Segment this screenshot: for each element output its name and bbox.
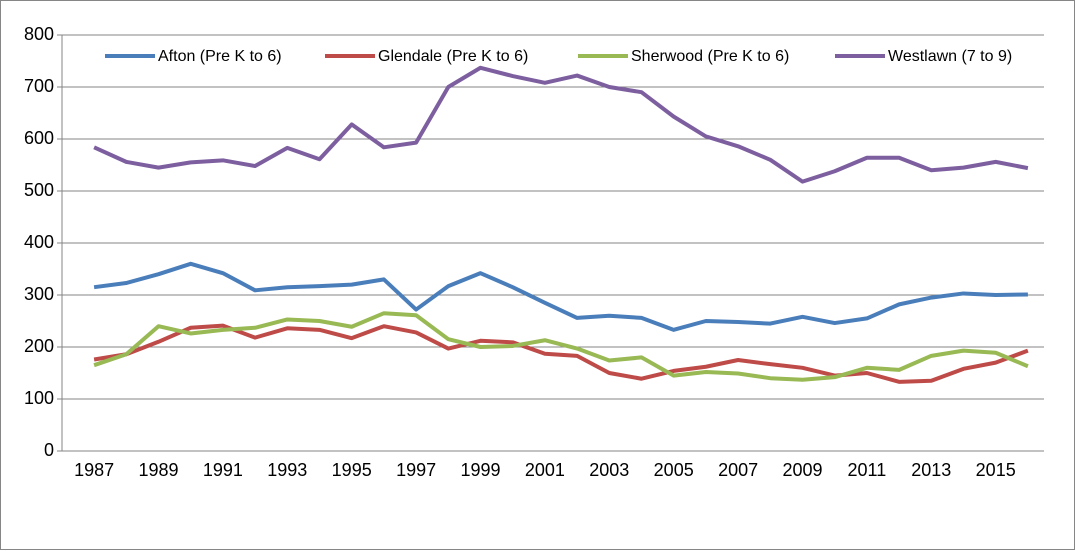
x-tick-label: 2009 — [782, 460, 822, 480]
x-tick-label: 2005 — [654, 460, 694, 480]
y-tick-label: 500 — [24, 180, 54, 200]
x-tick-label: 2007 — [718, 460, 758, 480]
x-tick-label: 1993 — [267, 460, 307, 480]
legend-label: Glendale (Pre K to 6) — [378, 48, 528, 65]
y-tick-label: 0 — [44, 440, 54, 460]
y-tick-label: 800 — [24, 24, 54, 44]
legend-text-bg — [377, 48, 532, 66]
legend-text-bg — [887, 48, 1016, 66]
y-tick-label: 300 — [24, 284, 54, 304]
x-tick-label: 2011 — [848, 460, 887, 480]
legend-label: Sherwood (Pre K to 6) — [631, 48, 789, 65]
y-tick-label: 400 — [24, 232, 54, 252]
series-line — [93, 261, 1028, 332]
x-tick-label: 1997 — [396, 460, 436, 480]
x-tick-label: 1999 — [460, 460, 500, 480]
series-line — [93, 65, 1029, 184]
series-line — [93, 311, 1029, 382]
y-tick-label: 100 — [24, 388, 54, 408]
x-tick-label: 1991 — [203, 460, 243, 480]
x-tick-label: 2003 — [589, 460, 629, 480]
y-tick-label: 700 — [24, 76, 54, 96]
legend-label: Westlawn (7 to 9) — [888, 48, 1012, 65]
x-tick-label: 2015 — [976, 460, 1016, 480]
x-tick-label: 2001 — [525, 460, 565, 480]
y-tick-label: 600 — [24, 128, 54, 148]
y-tick-label: 200 — [24, 336, 54, 356]
series-line — [93, 323, 1029, 384]
legend-text-bg — [630, 48, 793, 66]
legend-label: Afton (Pre K to 6) — [158, 48, 282, 65]
x-tick-label: 1987 — [74, 460, 114, 480]
x-tick-label: 1989 — [138, 460, 178, 480]
legend-text-bg — [157, 48, 285, 66]
x-tick-label: 1995 — [332, 460, 372, 480]
x-tick-label: 2013 — [911, 460, 951, 480]
